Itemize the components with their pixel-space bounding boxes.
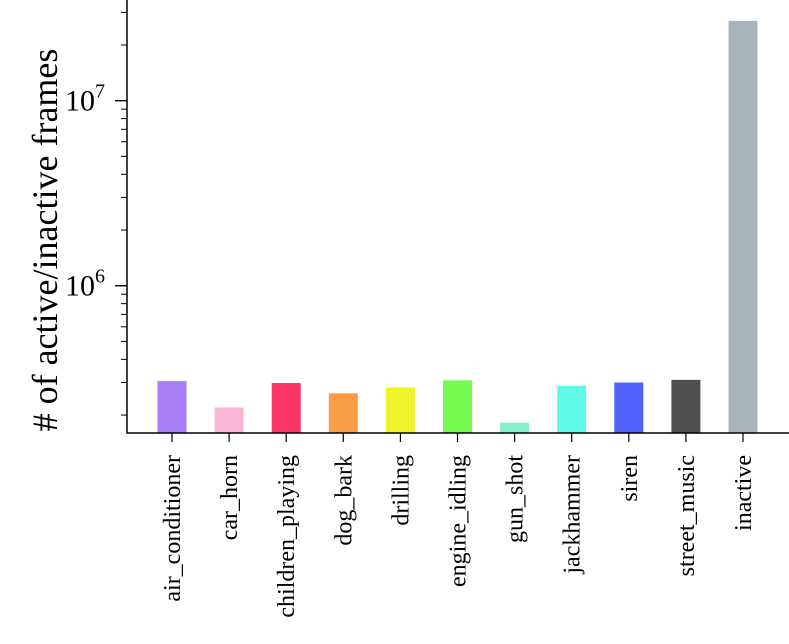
bar-air-conditioner xyxy=(157,381,187,433)
bar-car-horn xyxy=(214,407,244,433)
x-tick-label: gun_shot xyxy=(503,455,529,543)
x-tick-label: jackhammer xyxy=(560,455,586,575)
x-tick-label: dog_bark xyxy=(331,455,357,546)
x-tick-label: air_conditioner xyxy=(160,455,186,602)
bar-siren xyxy=(614,382,644,433)
x-tick-label: inactive xyxy=(731,455,757,531)
bar-drilling xyxy=(385,387,415,433)
bar-engine-idling xyxy=(443,380,472,433)
bar-children-playing xyxy=(271,383,301,433)
x-tick-label: car_horn xyxy=(217,455,243,540)
x-tick-label: engine_idling xyxy=(446,455,472,587)
x-tick-label: siren xyxy=(617,455,643,502)
x-axis: air_conditioner car_horn children_playing d… xyxy=(160,433,757,618)
bars-group xyxy=(157,20,758,434)
bar-street-music xyxy=(671,379,701,433)
y-tick-label: 107 xyxy=(65,81,105,118)
y-axis: 106 107 xyxy=(65,11,127,416)
bar-inactive xyxy=(728,20,758,434)
x-tick-label: drilling xyxy=(388,455,414,526)
bar-gun-shot xyxy=(500,422,530,433)
x-tick-label: street_music xyxy=(674,455,700,576)
bar-dog-bark xyxy=(328,393,358,433)
bar-jackhammer xyxy=(557,385,587,433)
y-axis-label: # of active/inactive frames xyxy=(25,49,65,432)
x-tick-label: children_playing xyxy=(274,455,300,618)
y-tick-label: 106 xyxy=(65,266,105,303)
plot-frame xyxy=(126,0,789,434)
